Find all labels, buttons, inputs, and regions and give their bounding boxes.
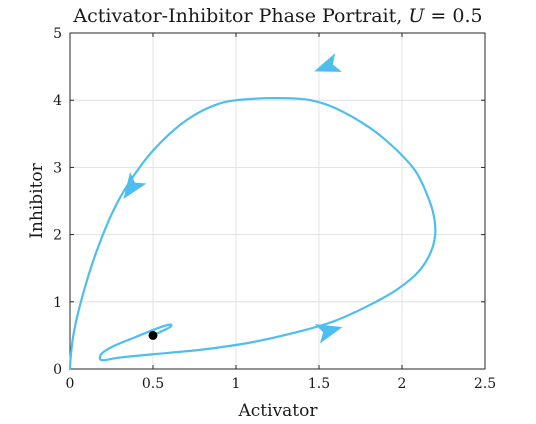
y-tick-label: 3 bbox=[53, 160, 62, 176]
x-tick-label: 2 bbox=[398, 376, 407, 392]
y-tick-label: 0 bbox=[53, 362, 62, 378]
x-tick-label: 0.5 bbox=[142, 376, 164, 392]
direction-arrow bbox=[314, 324, 343, 344]
x-tick-label: 0 bbox=[66, 376, 75, 392]
y-tick-label: 1 bbox=[53, 295, 62, 311]
chart-title-rest: = 0.5 bbox=[424, 5, 482, 27]
grid-lines bbox=[69, 32, 486, 370]
y-tick-label: 5 bbox=[53, 26, 62, 42]
direction-arrows bbox=[123, 53, 343, 344]
trajectory-line bbox=[68, 96, 437, 371]
y-tick-label: 4 bbox=[53, 93, 62, 109]
chart-title-var: U bbox=[408, 5, 425, 27]
chart-title: Activator-Inhibitor Phase Portrait, U = … bbox=[72, 5, 482, 27]
fixed-point-marker bbox=[148, 330, 158, 340]
x-tick-label: 2.5 bbox=[474, 376, 496, 392]
chart-title-prefix: Activator-Inhibitor Phase Portrait, bbox=[72, 5, 408, 27]
y-axis-label: Inhibitor bbox=[27, 162, 47, 238]
x-tick-labels: 0 0.5 1 1.5 2 2.5 bbox=[66, 376, 497, 392]
x-tick-label: 1 bbox=[232, 376, 241, 392]
plot-frame bbox=[69, 32, 486, 370]
direction-arrow bbox=[123, 171, 147, 200]
direction-arrow bbox=[314, 53, 342, 72]
y-tick-label: 2 bbox=[53, 228, 62, 244]
y-tick-labels: 0 1 2 3 4 5 bbox=[53, 26, 62, 378]
axis-ticks bbox=[69, 32, 486, 370]
x-tick-label: 1.5 bbox=[308, 376, 330, 392]
x-axis-label: Activator bbox=[238, 401, 319, 421]
